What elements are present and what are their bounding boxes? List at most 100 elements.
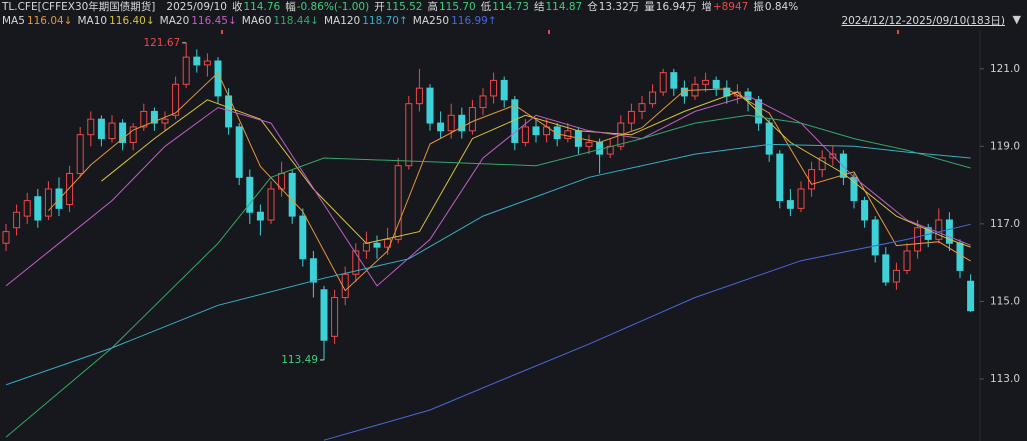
- field-label: 收: [231, 1, 243, 13]
- candle-body: [638, 103, 646, 112]
- field-value: 114.76: [243, 1, 281, 13]
- candle-body: [161, 118, 169, 124]
- candle-body: [468, 107, 476, 132]
- candle-body: [108, 122, 116, 140]
- field-label: 低: [480, 1, 492, 13]
- candle-body: [490, 79, 498, 97]
- candle-body: [172, 83, 180, 116]
- candle-body: [299, 215, 307, 260]
- candle-body: [861, 200, 869, 221]
- candle-body: [585, 141, 593, 147]
- candle-body: [23, 200, 31, 217]
- field-value: 115.52: [385, 1, 423, 13]
- y-tick-label: 113.0: [990, 373, 1020, 385]
- ma-name: MA20: [159, 15, 190, 27]
- field-value: 0.84%: [764, 1, 799, 13]
- candle-body: [596, 141, 604, 155]
- candle-body: [649, 91, 657, 105]
- low-label: 113.49: [281, 354, 318, 366]
- candle-body: [564, 130, 572, 140]
- candle-body: [882, 254, 890, 283]
- candle-body: [521, 126, 529, 143]
- field-label: 幅: [285, 1, 296, 13]
- ma-line: [5, 114, 971, 438]
- ma-line: [5, 95, 971, 287]
- candle-body: [66, 172, 74, 205]
- candle-body: [659, 72, 667, 93]
- candle-body: [34, 196, 42, 221]
- candle-body: [405, 103, 413, 167]
- candle-body: [914, 227, 922, 252]
- candle-body: [203, 60, 211, 66]
- date-range[interactable]: 2024/12/12-2025/09/10(183日): [841, 15, 1005, 27]
- candle-body: [76, 134, 84, 174]
- candle-body: [627, 110, 635, 124]
- candle-body: [776, 153, 784, 202]
- field-label: 仓: [587, 1, 598, 13]
- ma-name: MA5: [2, 15, 25, 27]
- candle-body: [129, 126, 137, 143]
- ma-name: MA10: [77, 15, 108, 27]
- candle-body: [288, 172, 296, 217]
- candle-body: [479, 95, 487, 109]
- candle-body: [352, 250, 360, 275]
- candle-body: [712, 79, 720, 89]
- candle-body: [44, 188, 52, 217]
- dropdown-arrow[interactable]: ▼: [1012, 13, 1021, 26]
- candle-body: [426, 87, 434, 124]
- candle-body: [818, 157, 826, 171]
- ma-name: MA60: [241, 15, 272, 27]
- y-tick-label: 117.0: [990, 218, 1020, 230]
- ma-name: MA120: [323, 15, 361, 27]
- ma-line: [323, 223, 971, 441]
- candle-body: [150, 110, 158, 124]
- candle-body: [193, 56, 201, 66]
- ma-name: MA250: [412, 15, 450, 27]
- date: 2025/09/10: [166, 1, 227, 13]
- candle-body: [945, 219, 953, 244]
- candle-body: [935, 219, 943, 240]
- ma-value: 116.45↓: [191, 15, 237, 27]
- field-label: 高: [427, 1, 438, 13]
- candle-body: [182, 56, 190, 85]
- candle-body: [235, 126, 243, 178]
- y-tick-label: 121.0: [990, 63, 1020, 75]
- candle-body: [119, 122, 127, 143]
- candle-body: [903, 250, 911, 271]
- field-value: +8947: [712, 1, 749, 13]
- candle-body: [331, 297, 339, 337]
- ma-line: [5, 143, 971, 386]
- event-marker: [548, 30, 550, 34]
- candle-body: [437, 122, 445, 132]
- candle-body: [256, 211, 264, 221]
- candle-body: [97, 118, 105, 140]
- y-tick-label: 115.0: [990, 295, 1020, 307]
- ma-line: [48, 71, 971, 292]
- field-value: 114.73: [492, 1, 529, 13]
- candle-body: [808, 169, 816, 190]
- field-value: 16.94万: [655, 1, 697, 13]
- candle-body: [892, 269, 900, 283]
- event-marker: [897, 30, 899, 34]
- candle-body: [140, 110, 148, 128]
- candle-body: [2, 231, 10, 244]
- field-label: 增: [701, 1, 712, 13]
- candle-body: [394, 165, 402, 240]
- ma-line: [101, 91, 971, 248]
- ma-value: 118.44↓: [273, 15, 319, 27]
- candle-body: [373, 242, 381, 248]
- candle-body: [956, 242, 964, 271]
- high-label: 121.67: [143, 37, 180, 49]
- candle-body: [670, 72, 678, 89]
- ma-value: 116.04↓: [26, 15, 73, 27]
- candle-body: [87, 118, 95, 136]
- candle-body: [797, 188, 805, 209]
- candle-body: [765, 122, 773, 155]
- candle-body: [532, 126, 540, 136]
- quote-bar: TL.CFE[CFFEX30年期国债期货] 2025/09/10 收114.76 幅-…: [2, 0, 803, 14]
- field-label: 量: [644, 1, 655, 13]
- candle-body: [320, 289, 328, 341]
- candle-body: [447, 114, 455, 132]
- candle-body: [702, 79, 710, 85]
